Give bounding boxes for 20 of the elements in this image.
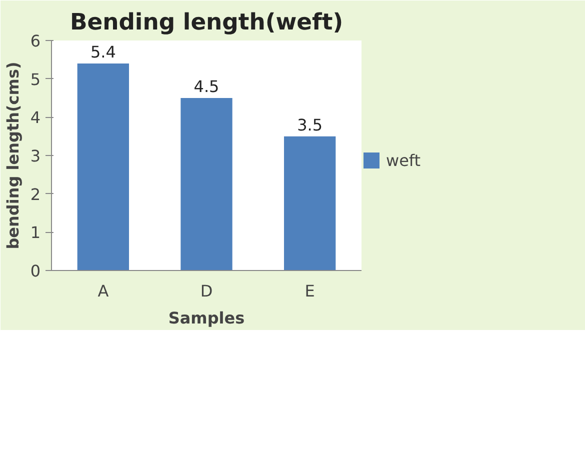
y-tick-label: 4 (30, 108, 41, 128)
x-tick-label: A (98, 282, 109, 300)
y-tick-label: 5 (30, 70, 41, 89)
x-axis-title: Samples (168, 308, 245, 328)
chart-title: Bending length(weft) (70, 10, 344, 36)
y-tick-label: 0 (30, 262, 41, 280)
y-tick-label: 3 (30, 146, 41, 166)
data-label: 5.4 (90, 42, 116, 62)
x-tick-label: D (200, 282, 213, 300)
bar (77, 64, 129, 270)
y-axis-title: bending length(cms) (3, 62, 22, 250)
y-tick-label: 1 (30, 223, 41, 242)
legend-label: weft (386, 150, 421, 170)
y-tick-label: 6 (30, 32, 41, 50)
x-tick-label: E (304, 282, 315, 300)
bar (180, 98, 232, 270)
bar (284, 136, 336, 270)
y-tick-label: 2 (30, 184, 41, 204)
data-label: 4.5 (194, 77, 220, 96)
data-label: 3.5 (297, 115, 323, 134)
